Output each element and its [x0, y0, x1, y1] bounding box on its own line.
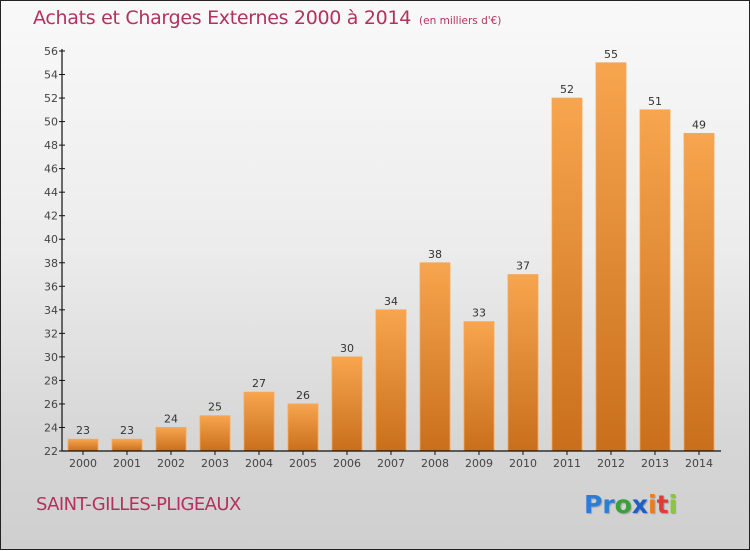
y-tick-label-56: 56 [44, 45, 58, 58]
x-tick-label-2007: 2007 [377, 457, 405, 470]
x-tick-label-2010: 2010 [509, 457, 537, 470]
bar-2013 [639, 109, 671, 452]
y-tick-label-54: 54 [44, 69, 58, 82]
bar-2002 [155, 427, 187, 452]
logo-letter: t [656, 490, 669, 519]
value-label-2003: 25 [208, 401, 222, 414]
bar-2014 [683, 132, 715, 452]
x-tick-label-2009: 2009 [465, 457, 493, 470]
x-tick-label-2002: 2002 [157, 457, 185, 470]
y-tick-label-38: 38 [44, 257, 58, 270]
x-tick-label-2013: 2013 [641, 457, 669, 470]
bar-2008 [419, 262, 451, 452]
x-tick-label-2006: 2006 [333, 457, 361, 470]
bar-2009 [463, 321, 495, 452]
value-label-2009: 33 [472, 307, 486, 320]
bar-2000 [67, 438, 99, 452]
x-tick-label-2014: 2014 [685, 457, 713, 470]
y-tick-label-42: 42 [44, 210, 58, 223]
logo-letter: o [614, 490, 632, 519]
y-tick-label-34: 34 [44, 304, 58, 317]
y-tick-label-26: 26 [44, 398, 58, 411]
bar-2003 [199, 415, 231, 452]
bar-2006 [331, 356, 363, 452]
y-axis: 22 24 26 28 30 32 34 36 38 40 42 44 46 48 50 52 54 56 [44, 45, 65, 458]
x-tick-label-2005: 2005 [289, 457, 317, 470]
bar-2001 [111, 438, 143, 452]
value-label-2006: 30 [340, 342, 354, 355]
y-tick-label-48: 48 [44, 139, 58, 152]
value-label-2011: 52 [560, 83, 574, 96]
logo-letter: P [584, 490, 603, 519]
chart-title-text: Achats et Charges Externes 2000 à 2014 [33, 7, 412, 29]
bar-2004 [243, 391, 275, 452]
bars-group [67, 62, 715, 452]
value-label-2010: 37 [516, 260, 530, 273]
value-labels: 23 23 24 25 27 26 30 34 38 33 37 52 55 51 49 [76, 48, 706, 437]
y-tick-label-22: 22 [44, 445, 58, 458]
x-tick-label-2003: 2003 [201, 457, 229, 470]
bar-2010 [507, 274, 539, 452]
y-tick-label-32: 32 [44, 327, 58, 340]
bar-2005 [287, 403, 319, 452]
proxiti-logo: Proxiti [584, 490, 677, 519]
x-axis: 2000 2001 2002 2003 2004 2005 2006 2007 2008 2009… [62, 450, 721, 470]
bar-2007 [375, 309, 407, 452]
bar-2011 [551, 97, 583, 452]
y-tick-label-52: 52 [44, 92, 58, 105]
value-label-2007: 34 [384, 295, 398, 308]
x-tick-label-2012: 2012 [597, 457, 625, 470]
x-tick-label-2001: 2001 [113, 457, 141, 470]
chart-unit-label: (en milliers d'€) [419, 15, 502, 27]
town-name: SAINT-GILLES-PLIGEAUX [36, 494, 241, 515]
y-tick-label-50: 50 [44, 116, 58, 129]
value-label-2000: 23 [76, 424, 90, 437]
x-tick-label-2004: 2004 [245, 457, 273, 470]
value-label-2002: 24 [164, 412, 178, 425]
value-label-2005: 26 [296, 389, 310, 402]
logo-letter: x [631, 490, 648, 519]
y-tick-label-44: 44 [44, 186, 58, 199]
y-tick-label-46: 46 [44, 163, 58, 176]
value-label-2012: 55 [604, 48, 618, 61]
y-tick-label-30: 30 [44, 351, 58, 364]
y-tick-label-24: 24 [44, 421, 58, 434]
logo-letter: i [648, 490, 657, 519]
x-tick-label-2008: 2008 [421, 457, 449, 470]
logo-letter: i [668, 490, 678, 519]
value-label-2001: 23 [120, 424, 134, 437]
value-label-2008: 38 [428, 248, 442, 261]
value-label-2014: 49 [692, 118, 706, 131]
y-tick-label-36: 36 [44, 280, 58, 293]
bar-2012 [595, 62, 627, 452]
logo-letter: r [602, 490, 615, 519]
chart-title: Achats et Charges Externes 2000 à 2014 (e… [33, 7, 501, 29]
x-tick-label-2011: 2011 [553, 457, 581, 470]
y-tick-label-40: 40 [44, 233, 58, 246]
x-tick-label-2000: 2000 [69, 457, 97, 470]
value-label-2013: 51 [648, 95, 662, 108]
y-tick-label-28: 28 [44, 374, 58, 387]
value-label-2004: 27 [252, 377, 266, 390]
